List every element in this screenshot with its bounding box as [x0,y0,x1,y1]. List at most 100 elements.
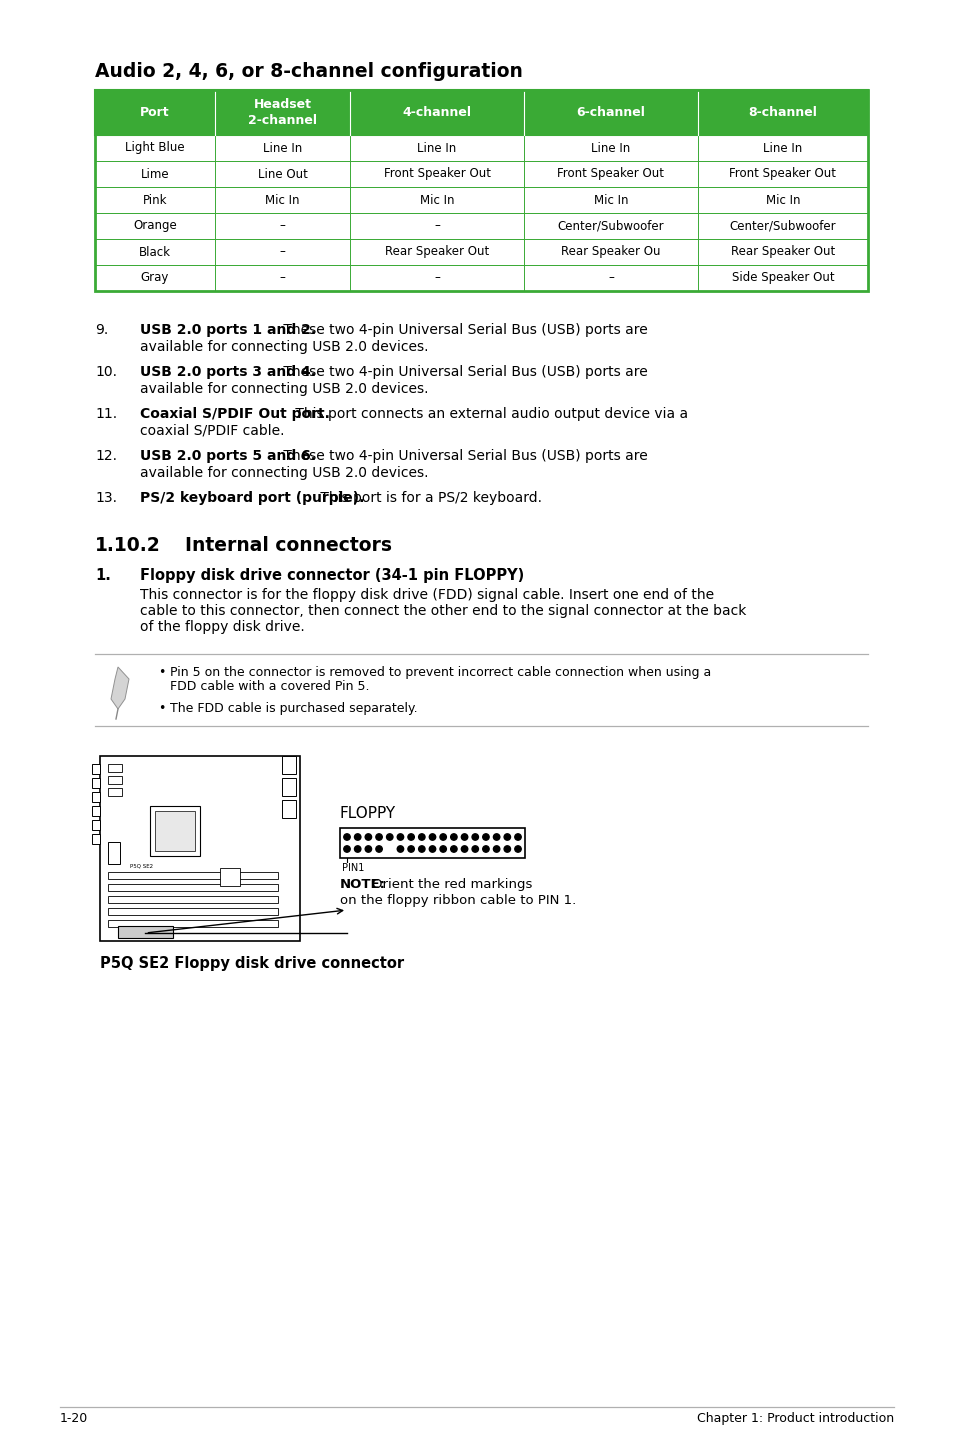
Text: Mic In: Mic In [765,194,800,207]
Text: Headset
2-channel: Headset 2-channel [248,98,316,127]
Text: Center/Subwoofer: Center/Subwoofer [558,220,663,233]
Text: of the floppy disk drive.: of the floppy disk drive. [140,620,304,634]
Circle shape [439,834,446,840]
FancyBboxPatch shape [91,820,100,830]
Text: 4-channel: 4-channel [402,106,471,119]
Circle shape [461,846,467,853]
Text: NOTE:: NOTE: [339,879,386,892]
Circle shape [503,846,510,853]
Circle shape [408,846,414,853]
Circle shape [365,846,371,853]
Text: Line In: Line In [762,141,801,154]
Circle shape [450,834,456,840]
Text: •: • [158,702,165,715]
Circle shape [396,834,403,840]
Circle shape [418,834,425,840]
Text: 1.: 1. [95,568,111,582]
FancyBboxPatch shape [108,884,277,892]
Text: P5Q SE2 Floppy disk drive connector: P5Q SE2 Floppy disk drive connector [100,956,404,971]
Text: Mic In: Mic In [265,194,299,207]
Text: –: – [279,220,285,233]
FancyBboxPatch shape [108,788,122,797]
Text: 9.: 9. [95,324,108,336]
Circle shape [396,846,403,853]
Text: 8-channel: 8-channel [748,106,817,119]
Text: –: – [279,246,285,259]
FancyBboxPatch shape [282,778,295,797]
Text: These two 4-pin Universal Serial Bus (USB) ports are: These two 4-pin Universal Serial Bus (US… [278,365,647,380]
Text: –: – [279,272,285,285]
Text: FDD cable with a covered Pin 5.: FDD cable with a covered Pin 5. [170,680,369,693]
Text: Internal connectors: Internal connectors [185,536,392,555]
Text: These two 4-pin Universal Serial Bus (USB) ports are: These two 4-pin Universal Serial Bus (US… [278,324,647,336]
Text: 11.: 11. [95,407,117,421]
Text: Mic In: Mic In [593,194,628,207]
Text: available for connecting USB 2.0 devices.: available for connecting USB 2.0 devices… [140,383,428,395]
Text: Rear Speaker Ou: Rear Speaker Ou [560,246,660,259]
Text: Line Out: Line Out [257,167,307,181]
Circle shape [482,834,489,840]
Circle shape [493,834,499,840]
Polygon shape [111,667,129,709]
FancyBboxPatch shape [108,777,122,784]
FancyBboxPatch shape [91,807,100,815]
FancyBboxPatch shape [91,792,100,802]
Text: This port is for a PS/2 keyboard.: This port is for a PS/2 keyboard. [316,490,542,505]
Text: Black: Black [139,246,171,259]
Text: 1.10.2: 1.10.2 [95,536,161,555]
Circle shape [493,846,499,853]
FancyBboxPatch shape [118,926,172,938]
FancyBboxPatch shape [282,800,295,818]
Text: Rear Speaker Out: Rear Speaker Out [384,246,489,259]
Text: Lime: Lime [140,167,169,181]
FancyBboxPatch shape [108,920,277,928]
Text: PIN1: PIN1 [341,863,364,873]
Text: Coaxial S/PDIF Out port.: Coaxial S/PDIF Out port. [140,407,330,421]
Text: Rear Speaker Out: Rear Speaker Out [730,246,834,259]
Text: Front Speaker Out: Front Speaker Out [383,167,490,181]
FancyBboxPatch shape [100,756,299,940]
Circle shape [429,846,436,853]
Text: on the floppy ribbon cable to PIN 1.: on the floppy ribbon cable to PIN 1. [339,894,576,907]
Circle shape [439,846,446,853]
Text: Port: Port [140,106,170,119]
Text: Line In: Line In [417,141,456,154]
FancyBboxPatch shape [108,843,120,864]
Text: 12.: 12. [95,449,117,463]
FancyBboxPatch shape [95,239,867,265]
Text: Orient the red markings: Orient the red markings [372,879,533,892]
Text: Pink: Pink [143,194,167,207]
Circle shape [482,846,489,853]
Text: available for connecting USB 2.0 devices.: available for connecting USB 2.0 devices… [140,339,428,354]
FancyBboxPatch shape [150,807,200,856]
Circle shape [429,834,436,840]
Circle shape [472,846,478,853]
FancyBboxPatch shape [91,834,100,844]
Text: 6-channel: 6-channel [576,106,645,119]
Text: Orange: Orange [132,220,176,233]
Text: Pin 5 on the connector is removed to prevent incorrect cable connection when usi: Pin 5 on the connector is removed to pre… [170,666,711,679]
Circle shape [450,846,456,853]
Text: Line In: Line In [263,141,302,154]
Circle shape [355,834,360,840]
Circle shape [355,846,360,853]
FancyBboxPatch shape [95,161,867,187]
FancyBboxPatch shape [108,871,277,879]
Text: FLOPPY: FLOPPY [339,807,395,821]
Circle shape [503,834,510,840]
Circle shape [418,846,425,853]
FancyBboxPatch shape [154,811,194,851]
Text: available for connecting USB 2.0 devices.: available for connecting USB 2.0 devices… [140,466,428,480]
Text: This connector is for the floppy disk drive (FDD) signal cable. Insert one end o: This connector is for the floppy disk dr… [140,588,714,603]
FancyBboxPatch shape [95,187,867,213]
Circle shape [365,834,371,840]
Circle shape [343,846,350,853]
FancyBboxPatch shape [91,778,100,788]
FancyBboxPatch shape [95,91,867,135]
Text: This port connects an external audio output device via a: This port connects an external audio out… [291,407,688,421]
Text: Side Speaker Out: Side Speaker Out [731,272,834,285]
FancyBboxPatch shape [108,896,277,903]
Circle shape [375,834,382,840]
Text: Mic In: Mic In [419,194,454,207]
FancyBboxPatch shape [339,828,524,858]
